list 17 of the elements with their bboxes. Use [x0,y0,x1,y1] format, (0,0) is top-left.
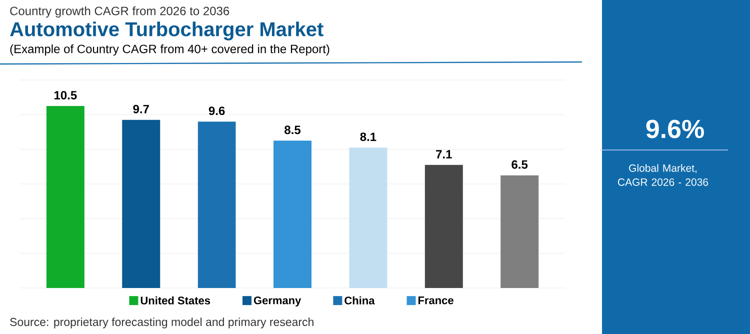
data-label: 8.1 [360,132,376,142]
legend-label: United States [140,296,210,304]
data-label: 7.1 [436,150,452,158]
legend-label: France [418,296,454,304]
text: 9.6% [646,120,704,138]
data-label: 10.5 [54,90,77,100]
text: Country growth CAGR from 2026 to 2036 [10,6,230,18]
chart-subtitle: (Example of Country CAGR from 40+ covered in the Report) [10,44,330,56]
data-label: 8.5 [284,126,301,134]
text: Global Market, CAGR 2026 - 2036 [618,164,708,186]
legend-label: Germany [254,296,302,306]
data-label: 9.6 [208,106,225,116]
chart-title: Automotive Turbocharger Market [10,22,324,40]
data-label: 6.5 [512,160,528,169]
source-note: Source: proprietary forecasting model and primary research [10,318,314,328]
legend-label: China [344,296,375,304]
data-label: 9.7 [133,104,149,114]
